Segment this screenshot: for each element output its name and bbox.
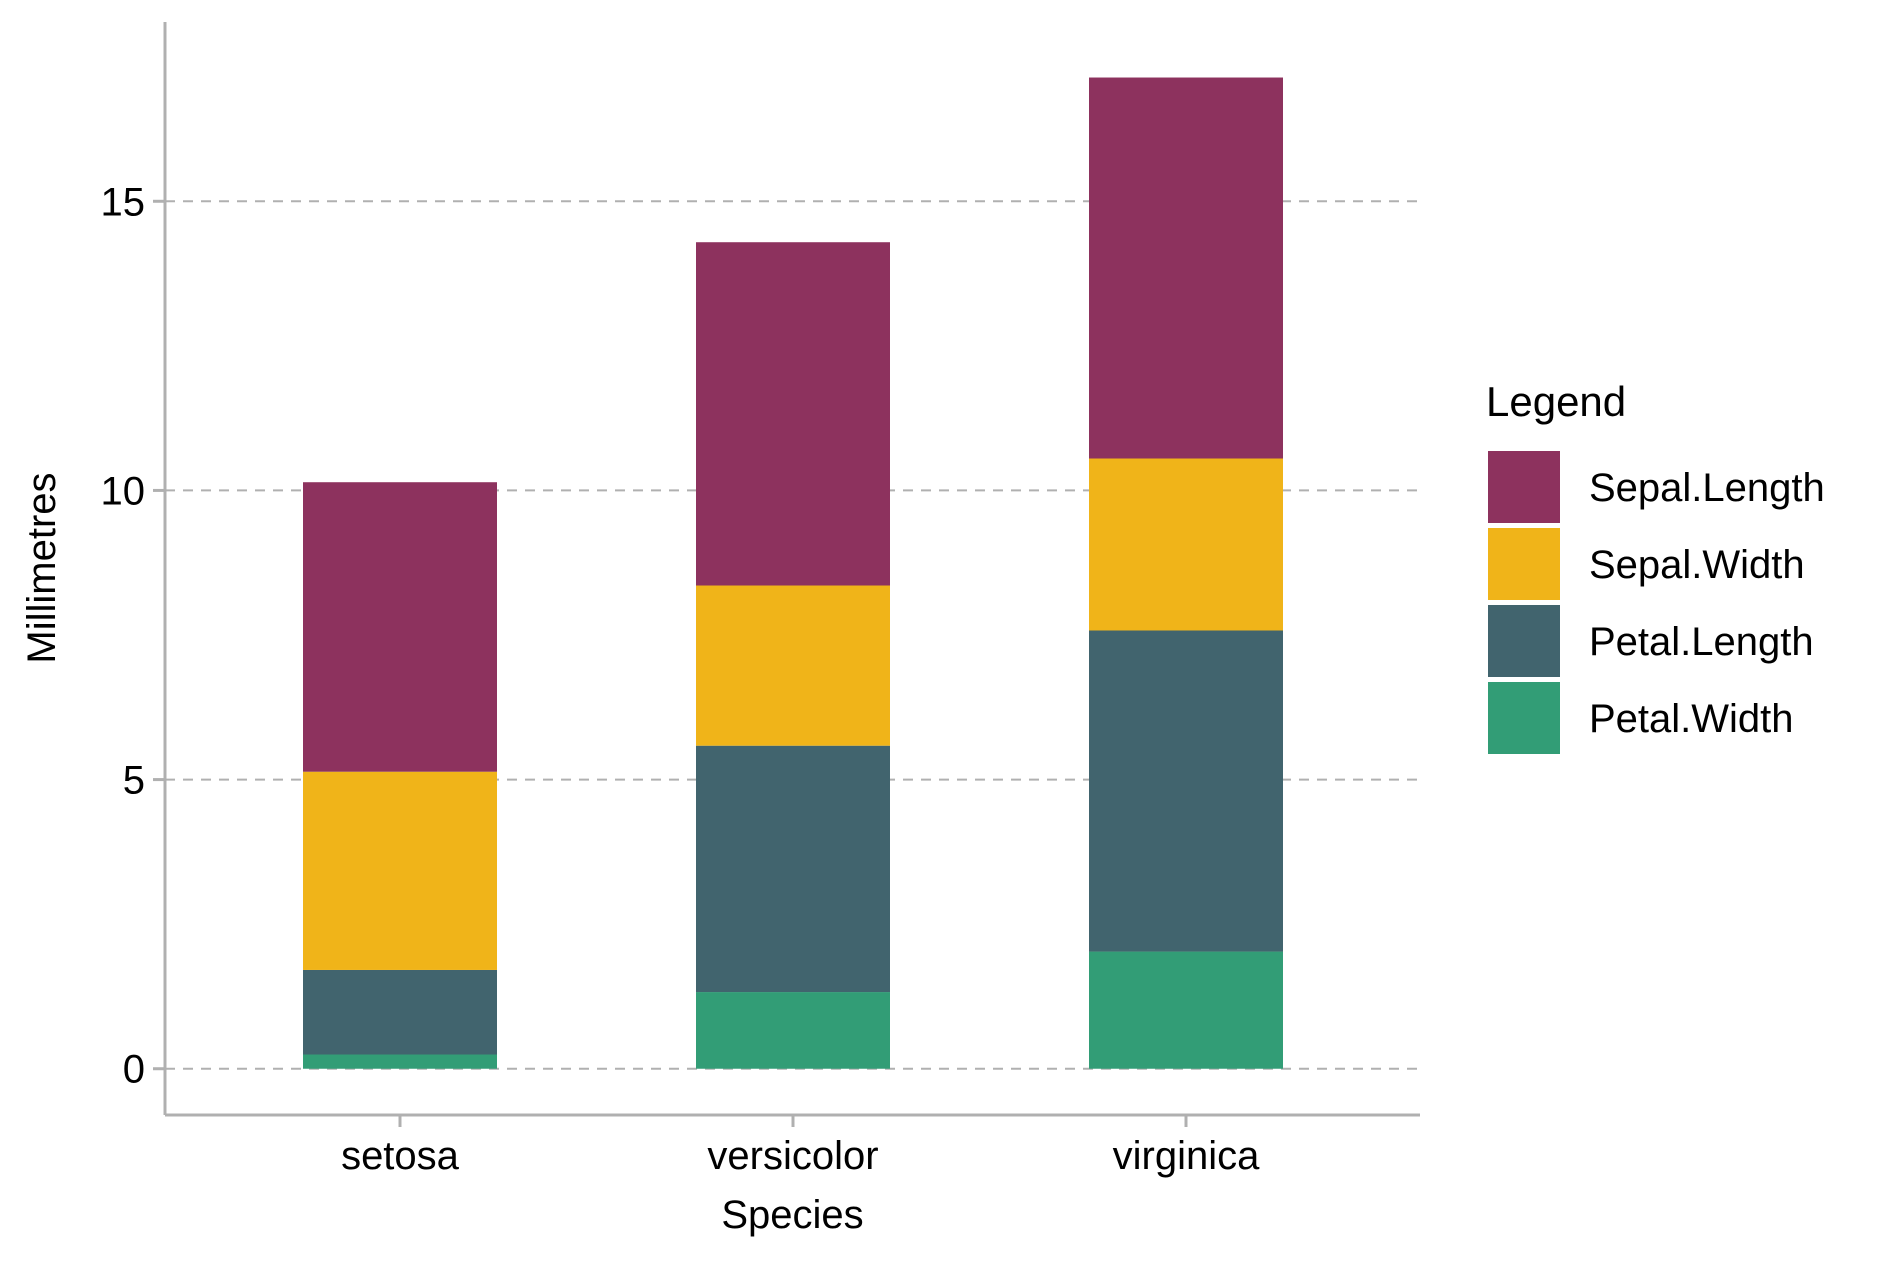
x-tick-label-setosa: setosa [341, 1134, 460, 1178]
x-axis-title: Species [721, 1193, 863, 1237]
legend-label-sepal-width: Sepal.Width [1589, 543, 1805, 587]
legend: Legend Sepal.Length Sepal.Width Petal.Leng… [1486, 378, 1825, 754]
legend-swatch-sepal-length [1488, 451, 1560, 523]
bar-setosa-petal-width [303, 1054, 497, 1069]
bar-virginica-petal-width [1089, 951, 1283, 1069]
legend-label-sepal-length: Sepal.Length [1589, 466, 1825, 510]
legend-swatch-sepal-width [1488, 528, 1560, 600]
y-tick-label-2: 10 [101, 469, 146, 513]
y-tick-label-1: 5 [123, 759, 145, 803]
bar-setosa-sepal-length [303, 482, 497, 772]
x-axis-ticks: setosa versicolor virginica [341, 1115, 1260, 1178]
bar-virginica-sepal-width [1089, 458, 1283, 631]
y-tick-label-0: 0 [123, 1048, 145, 1092]
legend-label-petal-length: Petal.Length [1589, 620, 1814, 664]
bar-virginica-petal-length [1089, 630, 1283, 952]
bar-versicolor-petal-length [696, 745, 890, 993]
bar-setosa-petal-length [303, 969, 497, 1055]
bar-versicolor-petal-width [696, 992, 890, 1069]
x-tick-label-versicolor: versicolor [707, 1134, 878, 1178]
legend-swatch-petal-width [1488, 682, 1560, 754]
y-axis-ticks: 0 5 10 15 [101, 180, 165, 1092]
bar-setosa-sepal-width [303, 771, 497, 970]
x-tick-label-virginica: virginica [1113, 1134, 1260, 1178]
bar-versicolor-sepal-width [696, 585, 890, 746]
y-tick-label-3: 15 [101, 180, 146, 224]
bars [303, 77, 1283, 1069]
bar-virginica-sepal-length [1089, 77, 1283, 459]
y-axis-title: Millimetres [20, 472, 64, 663]
legend-swatch-petal-length [1488, 605, 1560, 677]
legend-label-petal-width: Petal.Width [1589, 697, 1794, 741]
bar-versicolor-sepal-length [696, 242, 890, 586]
legend-title: Legend [1486, 378, 1626, 425]
